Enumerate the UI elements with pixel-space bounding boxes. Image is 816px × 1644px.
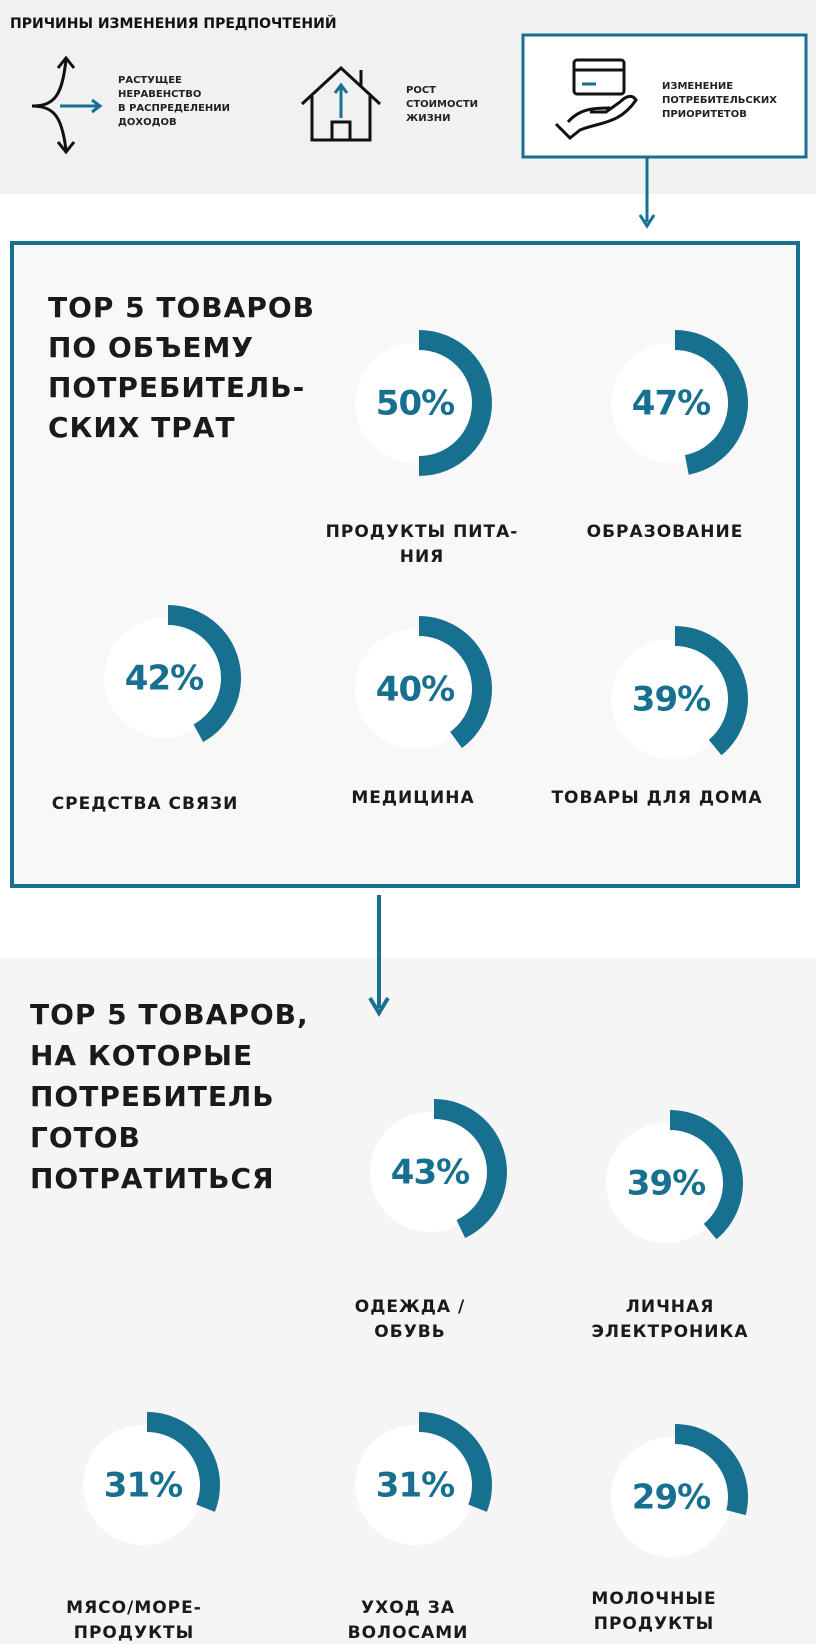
ring-arc (419, 1412, 493, 1512)
ring-arc (675, 626, 748, 756)
arrow-head (368, 996, 390, 1017)
reason-text: ЖИЗНИ (406, 113, 450, 124)
value-label: 43% (391, 1153, 469, 1193)
item-label: НИЯ (400, 547, 445, 567)
item-label: ЛИЧНАЯ (626, 1297, 715, 1317)
ring-center (611, 343, 731, 463)
value-label: 42% (125, 659, 203, 699)
reason-text: НЕРАВЕНСТВО (118, 89, 201, 100)
header-title: ПРИЧИНЫ ИЗМЕНЕНИЯ ПРЕДПОЧТЕНИЙ (10, 15, 337, 32)
ring-arc (675, 330, 749, 475)
item-label: ЭЛЕКТРОНИКА (591, 1322, 748, 1342)
ring-arc (147, 1412, 221, 1512)
reason-text: ПОТРЕБИТЕЛЬСКИХ (662, 95, 777, 106)
reason-text: ПРИОРИТЕТОВ (662, 109, 747, 120)
value-label: 47% (632, 384, 710, 424)
section-title: НА КОТОРЫЕ (30, 1039, 253, 1072)
ring-center (83, 1425, 203, 1545)
section-title: TOP 5 ТОВАРОВ (48, 291, 315, 324)
value-label: 31% (104, 1466, 182, 1506)
item-label: ПРОДУКТЫ ПИТА- (326, 522, 519, 542)
section-title: ГОТОВ (30, 1121, 141, 1154)
value-label: 39% (627, 1164, 705, 1204)
ring-center (104, 618, 224, 738)
inequality-icon (31, 55, 103, 155)
ring-arc (675, 1424, 748, 1516)
value-label: 29% (632, 1478, 710, 1518)
ring-center (355, 1425, 475, 1545)
item-label: ТОВАРЫ ДЛЯ ДОМА (551, 788, 762, 808)
section-title: ПО ОБЪЕМУ (48, 331, 254, 364)
ring-center (606, 1123, 726, 1243)
section-title: ПОТРЕБИТЕЛЬ- (48, 371, 305, 404)
item-label: ОБРАЗОВАНИЕ (587, 522, 744, 542)
section-title: ПОТРАТИТЬСЯ (30, 1162, 275, 1195)
reason-text: В РАСПРЕДЕЛЕНИИ (118, 103, 230, 114)
item-label: УХОД ЗА (361, 1598, 455, 1618)
section-title: TOP 5 ТОВАРОВ, (30, 998, 309, 1031)
reason-text: РОСТ (406, 85, 436, 96)
value-label: 40% (376, 670, 454, 710)
item-label: ПРОДУКТЫ (74, 1623, 195, 1643)
arrow-head (638, 214, 656, 229)
value-label: 50% (376, 384, 454, 424)
value-label: 39% (632, 680, 710, 720)
reason-text: РАСТУЩЕЕ (118, 75, 182, 86)
ring-arc (419, 330, 492, 476)
item-label: МЯСО/МОРЕ- (66, 1598, 202, 1618)
item-label: СРЕДСТВА СВЯЗИ (52, 794, 239, 814)
ring-arc (434, 1099, 507, 1239)
ring-center (611, 639, 731, 759)
reason-text: СТОИМОСТИ (406, 99, 478, 110)
item-label: МОЛОЧНЫЕ (591, 1589, 716, 1609)
section-title: ПОТРЕБИТЕЛЬ (30, 1080, 275, 1113)
item-label: ПРОДУКТЫ (594, 1614, 715, 1634)
house-icon (300, 65, 382, 142)
ring-arc (670, 1110, 743, 1240)
item-label: ВОЛОСАМИ (348, 1623, 469, 1643)
reason-text: ДОХОДОВ (118, 117, 177, 128)
ring-center (355, 343, 475, 463)
ring-arc (419, 616, 492, 749)
item-label: МЕДИЦИНА (351, 788, 474, 808)
item-label: ОБУВЬ (374, 1322, 445, 1342)
section-title: СКИХ ТРАТ (48, 411, 236, 444)
ring-center (370, 1112, 490, 1232)
reason-text: ИЗМЕНЕНИЕ (662, 81, 733, 92)
item-label: ОДЕЖДА / (355, 1297, 465, 1317)
card-hand-icon (554, 58, 638, 141)
value-label: 31% (376, 1466, 454, 1506)
ring-center (611, 1437, 731, 1557)
ring-center (355, 629, 475, 749)
ring-arc (168, 605, 241, 742)
